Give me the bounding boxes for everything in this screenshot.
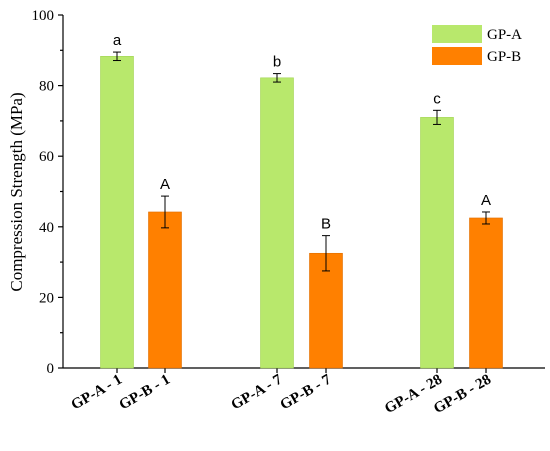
bar bbox=[100, 56, 134, 369]
bar bbox=[260, 77, 294, 369]
legend: GP-A GP-B bbox=[432, 25, 522, 65]
axes: 0 20 40 60 80 100 bbox=[32, 8, 545, 377]
category-label: GP-B - 1 bbox=[117, 372, 173, 414]
bar bbox=[148, 211, 182, 369]
category-label: GP-B - 7 bbox=[278, 371, 335, 413]
category-label: GP-A - 7 bbox=[229, 371, 286, 413]
legend-label: GP-B bbox=[487, 49, 521, 65]
y-tick-label: 60 bbox=[39, 149, 54, 165]
y-tick-label: 100 bbox=[32, 8, 55, 24]
significance-label: A bbox=[481, 192, 491, 209]
y-axis-label: Compression Strength (MPa) bbox=[7, 92, 26, 291]
category-label: GP-A - 1 bbox=[69, 372, 125, 414]
category-labels: GP-A - 1GP-B - 1 GP-A - 7GP-B - 7 GP-A - 2… bbox=[69, 371, 494, 417]
y-tick-label: 40 bbox=[39, 220, 54, 236]
y-tick-label: 80 bbox=[39, 79, 54, 95]
bar bbox=[420, 117, 454, 369]
legend-swatch bbox=[432, 47, 482, 65]
legend-swatch bbox=[432, 25, 482, 43]
significance-label: a bbox=[113, 32, 122, 49]
bars: a Ab Bc A bbox=[100, 32, 503, 369]
significance-label: c bbox=[433, 90, 441, 107]
bar bbox=[469, 217, 503, 369]
bar bbox=[309, 252, 343, 369]
significance-label: b bbox=[273, 54, 281, 71]
legend-label: GP-A bbox=[487, 27, 522, 43]
significance-label: B bbox=[321, 216, 331, 233]
significance-label: A bbox=[160, 176, 170, 193]
y-tick-label: 0 bbox=[47, 361, 55, 377]
y-tick-label: 20 bbox=[39, 290, 54, 306]
